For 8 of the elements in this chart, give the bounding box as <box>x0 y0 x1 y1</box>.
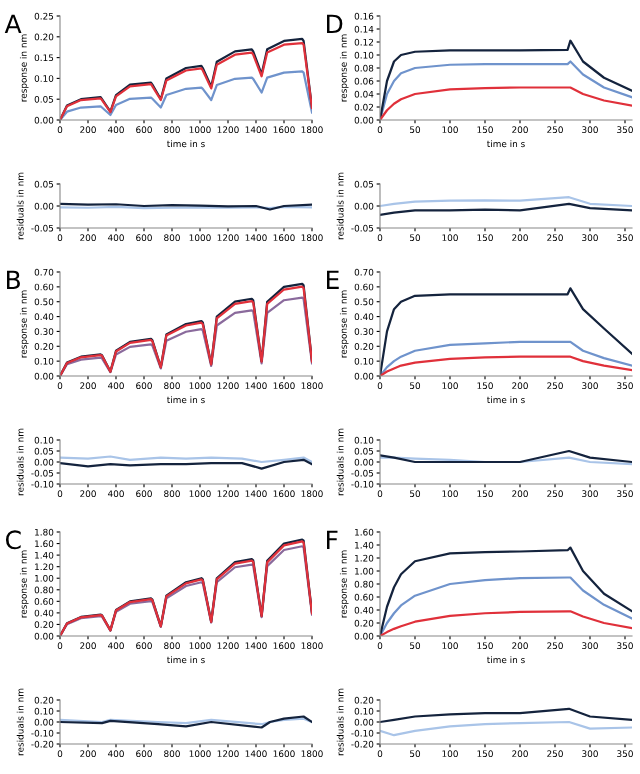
chart-title: C <box>5 530 21 550</box>
line-series <box>380 707 632 724</box>
chart-title: F <box>327 530 338 549</box>
chart-title: E <box>327 270 339 289</box>
chart-title: A <box>4 14 22 33</box>
chart-title: D <box>327 14 343 33</box>
line-series <box>380 720 632 737</box>
chart-title: B <box>7 270 20 289</box>
